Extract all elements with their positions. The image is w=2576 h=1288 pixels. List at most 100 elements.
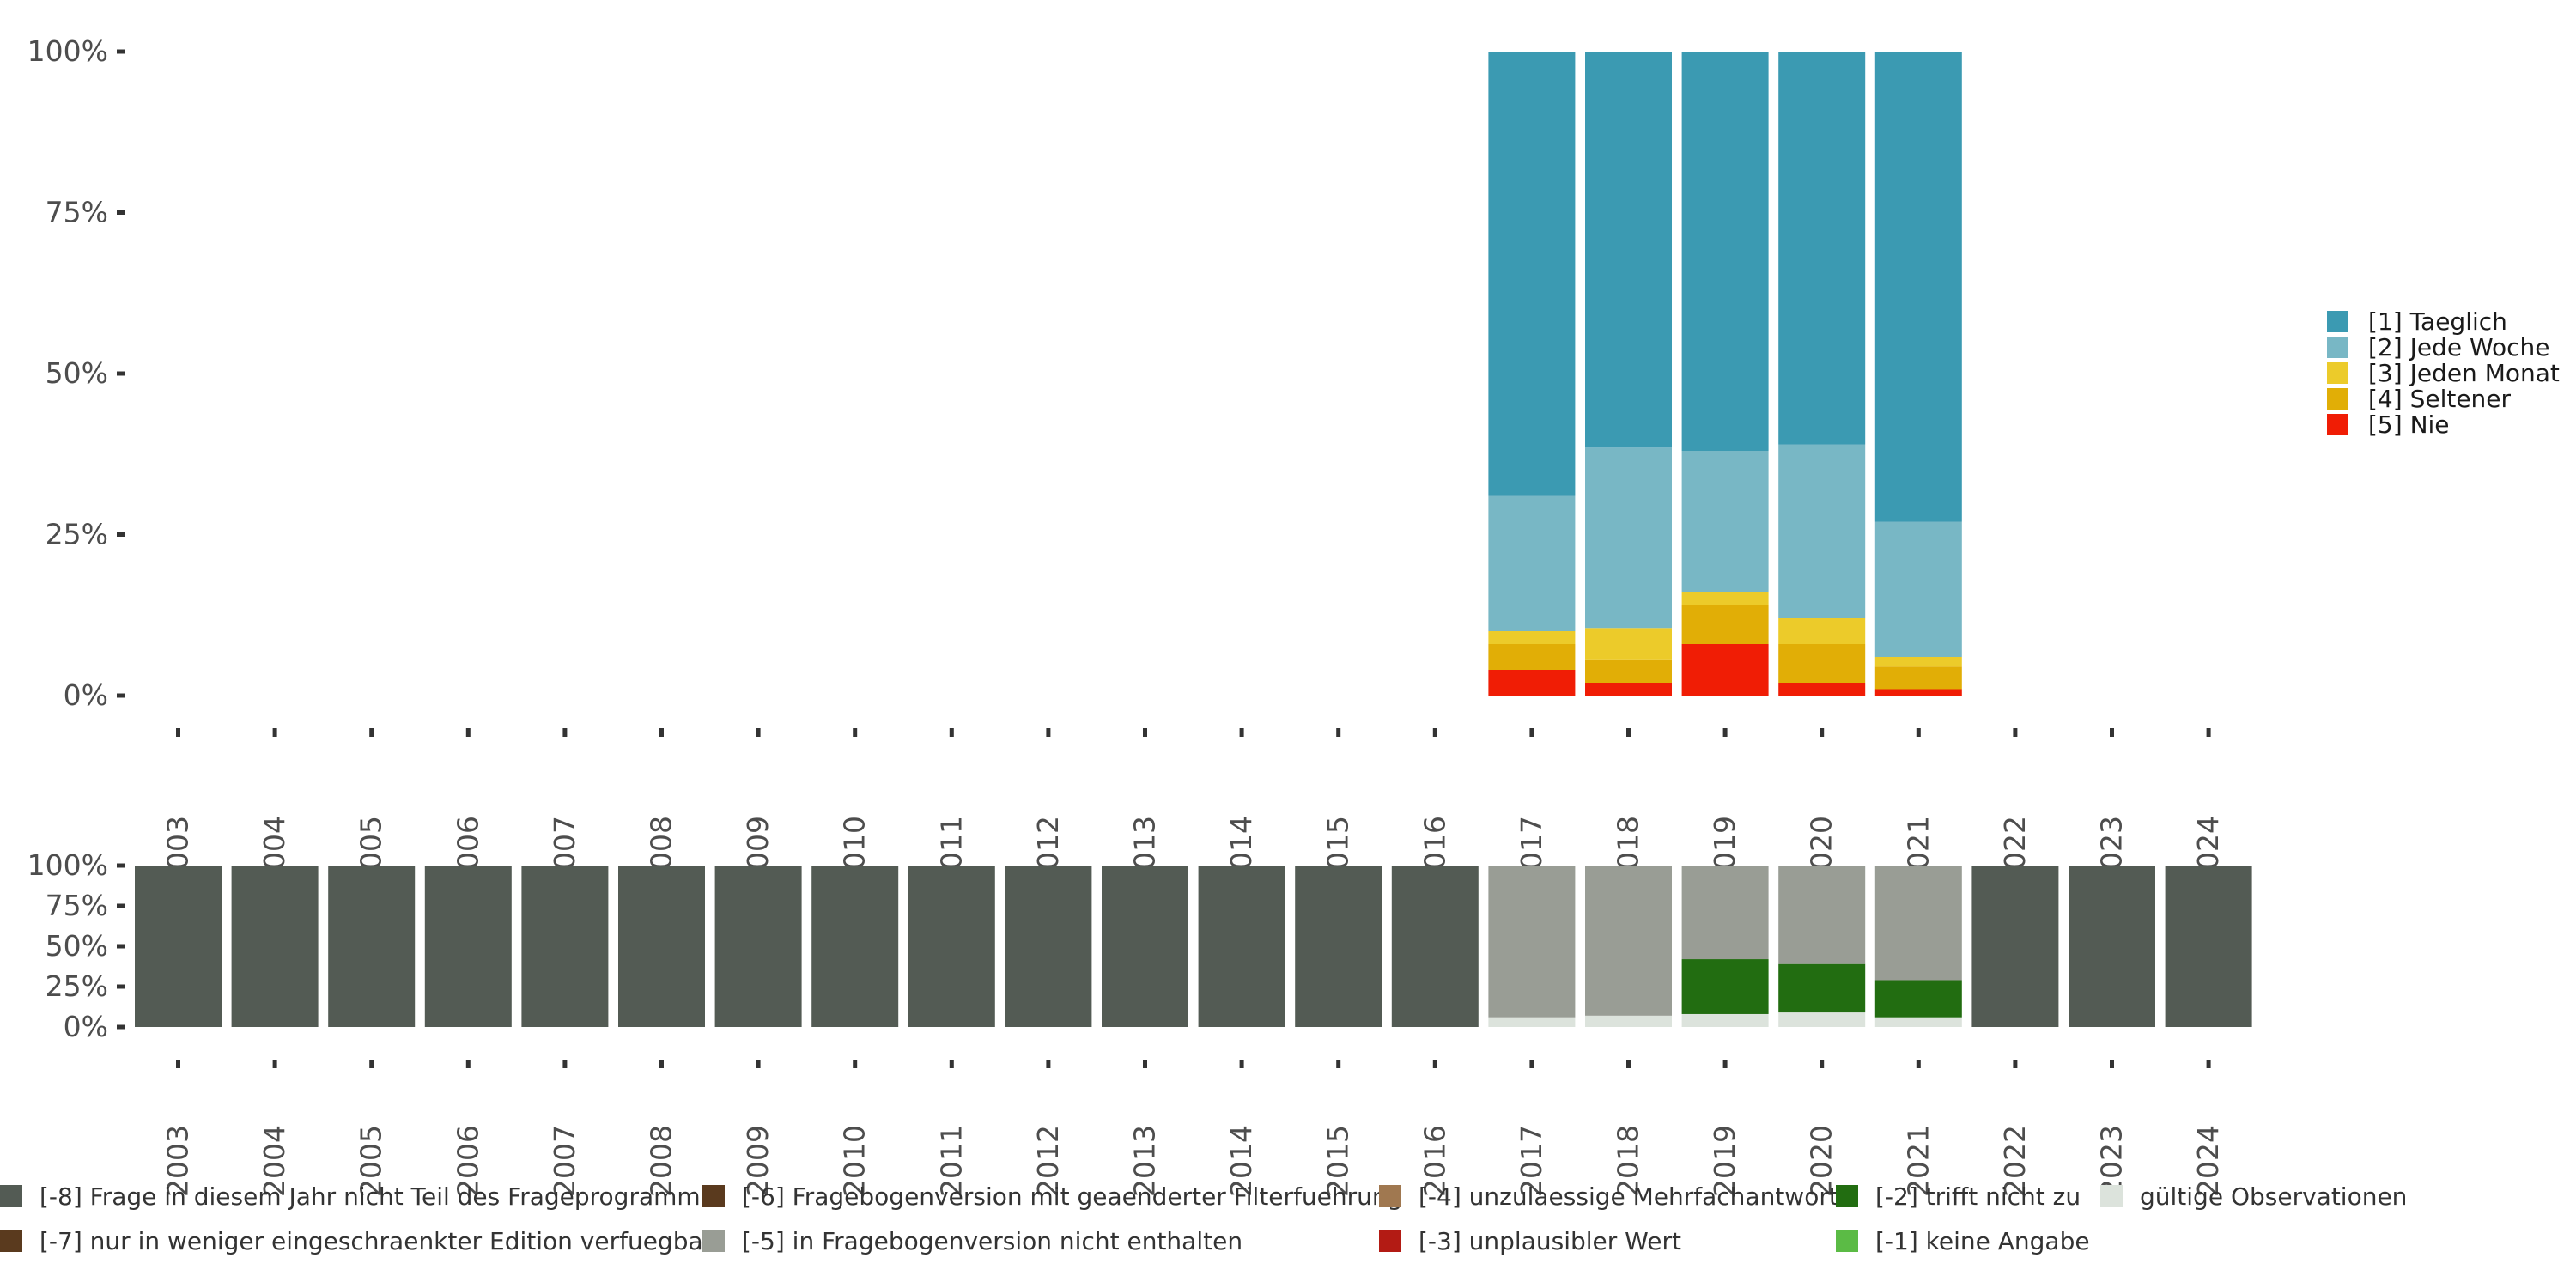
legend-label: gültige Observationen bbox=[2140, 1182, 2407, 1211]
bottom-x-tick-label: 2005 bbox=[355, 1125, 388, 1197]
bottom-y-tick-label: 100% bbox=[27, 848, 108, 882]
bottom-chart-legend: [-8] Frage in diesem Jahr nicht Teil des… bbox=[0, 1182, 2407, 1255]
top-bar-segment bbox=[1585, 628, 1672, 660]
bottom-x-tick-label: 2008 bbox=[645, 1125, 678, 1197]
bottom-x-tick-label: 2010 bbox=[838, 1125, 872, 1197]
bottom-bar-segment bbox=[1778, 963, 1866, 1013]
bottom-bar-segment bbox=[908, 866, 995, 1027]
bottom-bar-segment bbox=[231, 866, 319, 1027]
bottom-bar-segment bbox=[521, 866, 609, 1027]
legend-swatch bbox=[0, 1230, 22, 1252]
bottom-bar-segment bbox=[1971, 866, 2059, 1027]
top-y-tick-label: 100% bbox=[27, 34, 108, 68]
top-bar-segment bbox=[1874, 689, 1962, 696]
bottom-x-tick-label: 2018 bbox=[1612, 1125, 1645, 1197]
legend-label: [-4] unzulaessige Mehrfachantwort bbox=[1419, 1182, 1838, 1211]
bottom-bar-segment bbox=[1681, 1013, 1769, 1027]
top-chart-legend: [1] Taeglich[2] Jede Woche[3] Jeden Mona… bbox=[2327, 307, 2560, 439]
top-y-tick-label: 75% bbox=[46, 196, 108, 229]
legend-swatch bbox=[1379, 1230, 1401, 1252]
top-bar-segment bbox=[1778, 52, 1866, 445]
bottom-bar-segment bbox=[1102, 866, 1188, 1027]
bottom-x-tick-label: 2009 bbox=[741, 1125, 775, 1197]
bottom-bar-segment bbox=[1295, 866, 1382, 1027]
bottom-x-tick-label: 2015 bbox=[1321, 1125, 1355, 1197]
bottom-bar-segment bbox=[328, 866, 416, 1027]
top-bar-segment bbox=[1488, 670, 1576, 696]
bottom-x-tick-label: 2017 bbox=[1515, 1125, 1548, 1197]
bottom-chart-panel: 0% 25% 50% 75% 100% 2003 2004 2005 2006 2007 2008 2… bbox=[27, 848, 2252, 1197]
bottom-bar-segment bbox=[1778, 1012, 1866, 1027]
bottom-bar-segment bbox=[1005, 866, 1092, 1027]
legend-swatch bbox=[1836, 1230, 1858, 1252]
legend-swatch bbox=[702, 1185, 725, 1207]
bottom-bar-segment bbox=[1874, 866, 1962, 981]
bottom-x-tick-label: 2014 bbox=[1224, 1125, 1258, 1197]
top-bar-segment bbox=[1874, 666, 1962, 690]
legend-swatch bbox=[2327, 388, 2348, 410]
bottom-x-tick-label: 2024 bbox=[2191, 1125, 2225, 1197]
legend-swatch bbox=[1836, 1185, 1858, 1207]
legend-swatch bbox=[1379, 1185, 1401, 1207]
top-bar-segment bbox=[1681, 592, 1769, 605]
bottom-x-tick-label: 2020 bbox=[1805, 1125, 1838, 1197]
top-bar-segment bbox=[1681, 52, 1769, 451]
bottom-bar-segment bbox=[811, 866, 899, 1027]
top-bar-segment bbox=[1585, 52, 1672, 448]
legend-label: [-2] trifft nicht zu bbox=[1875, 1182, 2081, 1211]
bottom-bar-segment bbox=[1681, 959, 1769, 1014]
bottom-bar-segment bbox=[1681, 866, 1769, 960]
bottom-x-tick-label: 2013 bbox=[1128, 1125, 1162, 1197]
legend-label: [4] Seltener bbox=[2368, 385, 2512, 413]
legend-label: [-3] unplausibler Wert bbox=[1419, 1227, 1681, 1255]
top-bar-segment bbox=[1585, 659, 1672, 683]
bottom-bar-segment bbox=[714, 866, 802, 1027]
top-bar-segment bbox=[1778, 444, 1866, 618]
bottom-bar-segment bbox=[1391, 866, 1479, 1027]
bottom-bar-segment bbox=[1874, 1017, 1962, 1027]
bottom-x-tick-label: 2023 bbox=[2095, 1125, 2129, 1197]
bottom-x-tick-label: 2004 bbox=[258, 1125, 291, 1197]
bottom-bar-segment bbox=[1488, 866, 1576, 1018]
bottom-bar-segment bbox=[2069, 866, 2155, 1027]
legend-label: [5] Nie bbox=[2368, 410, 2450, 439]
legend-swatch bbox=[2100, 1185, 2123, 1207]
bottom-y-tick-label: 25% bbox=[46, 969, 108, 1003]
bottom-bar-segment bbox=[1198, 866, 1285, 1027]
top-chart-panel: 0%25%50%75%100%2003 2004 2005 2006 2007 2008 2… bbox=[27, 34, 2225, 888]
legend-swatch bbox=[2327, 414, 2348, 435]
legend-swatch bbox=[702, 1230, 725, 1252]
bottom-y-tick-label: 50% bbox=[46, 929, 108, 963]
bottom-x-tick-label: 2007 bbox=[548, 1125, 581, 1197]
legend-label: [2] Jede Woche bbox=[2368, 333, 2550, 361]
bottom-bar-segment bbox=[1585, 866, 1672, 1016]
top-bar-segment bbox=[1874, 52, 1962, 522]
bottom-bar-segment bbox=[2165, 866, 2252, 1027]
bottom-bar-segment bbox=[424, 866, 512, 1027]
top-bar-segment bbox=[1488, 495, 1576, 631]
legend-label: [-1] keine Angabe bbox=[1875, 1227, 2090, 1255]
legend-label: [-8] Frage in diesem Jahr nicht Teil des… bbox=[39, 1182, 713, 1211]
top-bar-segment bbox=[1874, 521, 1962, 657]
bottom-bar-segment bbox=[1778, 866, 1866, 964]
top-y-tick-label: 0% bbox=[64, 678, 108, 712]
bottom-x-tick-label: 2022 bbox=[1998, 1125, 2032, 1197]
top-bar-segment bbox=[1585, 683, 1672, 696]
legend-label: [3] Jeden Monat bbox=[2368, 359, 2560, 387]
top-bar-segment bbox=[1585, 447, 1672, 629]
top-bar-segment bbox=[1488, 644, 1576, 670]
top-y-tick-label: 25% bbox=[46, 518, 108, 551]
bottom-x-tick-label: 2011 bbox=[934, 1125, 968, 1197]
legend-label: [-5] in Fragebogenversion nicht enthalte… bbox=[742, 1227, 1242, 1255]
top-bar-segment bbox=[1488, 631, 1576, 644]
top-bar-segment bbox=[1681, 605, 1769, 644]
bottom-x-tick-label: 2019 bbox=[1708, 1125, 1741, 1197]
top-bar-segment bbox=[1778, 618, 1866, 644]
bottom-bar-segment bbox=[1874, 980, 1962, 1018]
legend-label: [1] Taeglich bbox=[2368, 307, 2507, 336]
legend-label: [-6] Fragebogenversion mit geaenderter F… bbox=[742, 1182, 1402, 1211]
top-bar-segment bbox=[1778, 683, 1866, 696]
bottom-x-tick-label: 2006 bbox=[451, 1125, 484, 1197]
top-bar-segment bbox=[1874, 657, 1962, 667]
